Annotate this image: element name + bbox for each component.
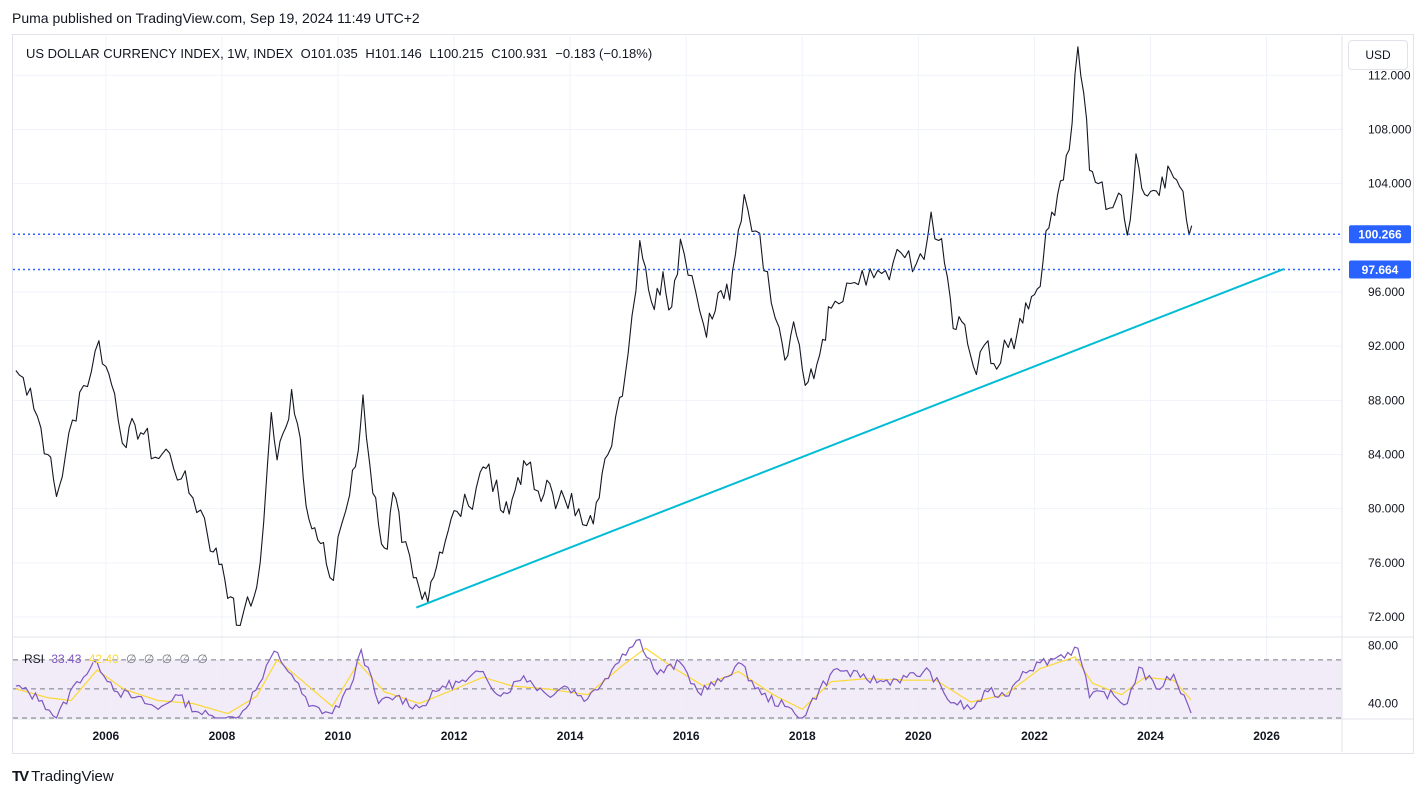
rsi-extra-1: ∅ [126, 652, 137, 666]
grid [13, 36, 1342, 718]
price-tick-label: 104.000 [1368, 177, 1412, 191]
price-tick-label: 112.000 [1368, 68, 1411, 82]
tradingview-logo-icon: TV [12, 767, 29, 785]
time-tick-label: 2008 [209, 729, 236, 743]
level-price-label: 100.266 [1358, 228, 1402, 242]
rsi-extra-3: ∅ [161, 652, 173, 666]
axes: 72.000 76.000 80.000 84.000 88.000 92.000 96.0… [13, 36, 1414, 752]
level-price-label: 97.664 [1362, 263, 1399, 277]
time-tick-label: 2020 [905, 729, 932, 743]
level-price-tag [1349, 260, 1411, 279]
published-info: Puma published on TradingView.com, Sep 1… [12, 10, 420, 26]
time-tick-label: 2018 [789, 729, 816, 743]
price-tick-label: 72.000 [1368, 610, 1405, 624]
footer-brand[interactable]: TradingView [31, 767, 114, 785]
rsi-tick-label: 40.00 [1368, 696, 1398, 710]
rsi-line[interactable] [15, 638, 1192, 719]
rsi-extra-5: ∅ [197, 652, 208, 666]
price-tick-label: 96.000 [1368, 285, 1405, 299]
time-tick-label: 2016 [673, 729, 700, 743]
symbol-name[interactable]: US DOLLAR CURRENCY INDEX, 1W, INDEX [26, 46, 294, 61]
price-tick-label: 84.000 [1368, 448, 1405, 462]
price-tick-label: 92.000 [1368, 339, 1405, 353]
price-tick-label: 76.000 [1368, 556, 1405, 570]
time-tick-label: 2022 [1021, 729, 1048, 743]
rsi-ma-line[interactable] [15, 647, 1192, 715]
time-tick-label: 2026 [1253, 729, 1280, 743]
symbol-legend[interactable]: US DOLLAR CURRENCY INDEX, 1W, INDEX O101… [26, 46, 656, 61]
currency-button[interactable]: USD [1348, 40, 1408, 70]
price-change: −0.183 (−0.18%) [555, 46, 653, 61]
header: Puma published on TradingView.com, Sep 1… [0, 0, 1426, 34]
rsi-label[interactable]: RSI [24, 652, 45, 666]
time-tick-label: 2014 [557, 729, 584, 743]
footer: TV TradingView [12, 764, 114, 788]
rsi-value: 33.43 [51, 652, 82, 666]
level-price-tag [1349, 225, 1411, 244]
rsi-legend[interactable]: RSI 33.43 42.40 ∅ ∅ ∅ ∅ ∅ [24, 652, 212, 666]
rsi-tick-label: 80.00 [1368, 638, 1398, 652]
price-tick-label: 108.000 [1368, 122, 1412, 136]
price-tick-label: 88.000 [1368, 393, 1405, 407]
rsi-extra-2: ∅ [143, 652, 155, 666]
time-tick-label: 2012 [441, 729, 468, 743]
trendline[interactable] [415, 268, 1285, 609]
price-series-line[interactable] [15, 46, 1193, 627]
ohlc-close: C100.931 [491, 46, 548, 61]
time-tick-label: 2024 [1137, 729, 1164, 743]
time-tick-label: 2010 [325, 729, 352, 743]
rsi-pane[interactable] [13, 638, 1342, 719]
time-tick-label: 2006 [93, 729, 120, 743]
rsi-extra-4: ∅ [179, 652, 190, 666]
ohlc-open: O101.035 [300, 46, 358, 61]
ohlc-high: H101.146 [365, 46, 422, 61]
chart-frame[interactable] [12, 34, 1414, 754]
ohlc-low: L100.215 [429, 46, 484, 61]
price-tick-label: 80.000 [1368, 502, 1405, 516]
rsi-ma-value: 42.40 [88, 652, 119, 666]
price-pane[interactable] [13, 46, 1342, 627]
